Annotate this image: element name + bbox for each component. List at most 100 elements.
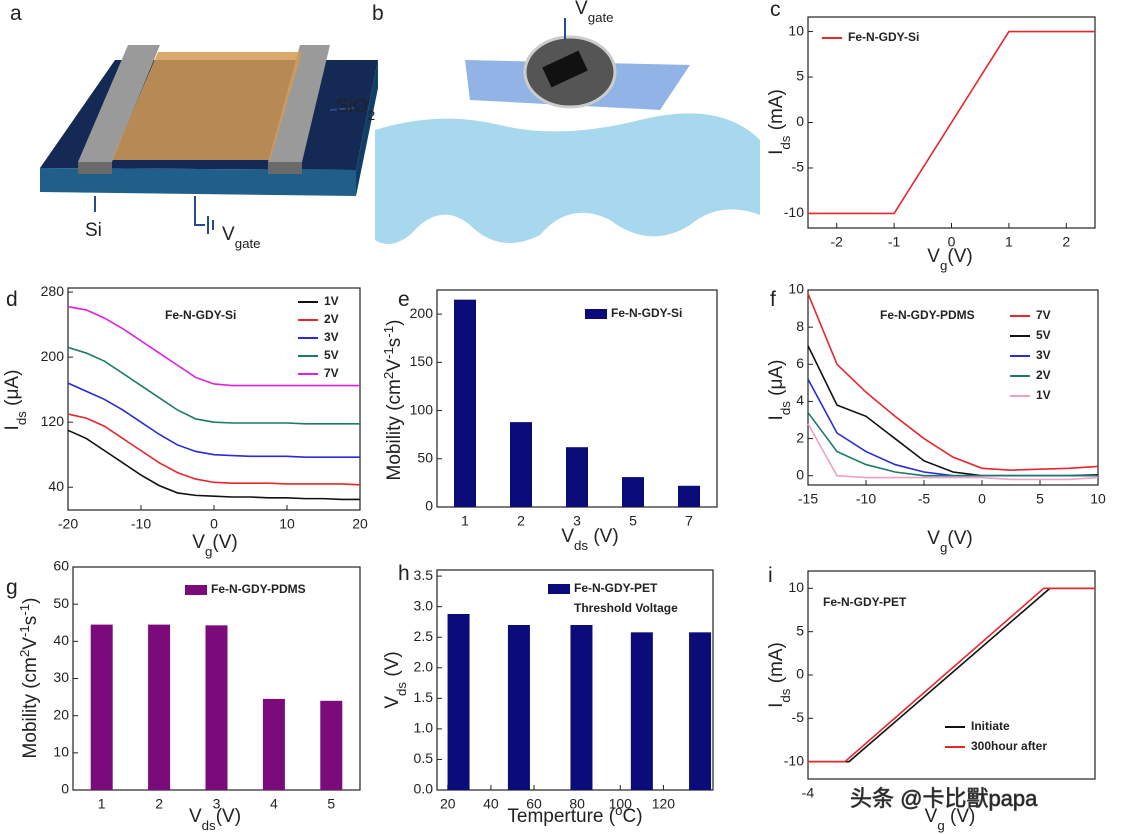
label-part: g bbox=[937, 818, 944, 833]
electrode-front bbox=[78, 162, 112, 174]
y-axis-label: Mobility (cm2V-1s-1) bbox=[381, 320, 406, 481]
x-tick-label: 10 bbox=[279, 516, 295, 532]
label-part: (V) bbox=[212, 532, 237, 553]
y-tick-label: -10 bbox=[784, 752, 804, 768]
label-part: 2 bbox=[381, 372, 396, 379]
y-tick-label: 200 bbox=[410, 305, 434, 321]
x-tick-label: 1 bbox=[461, 513, 469, 529]
series-line bbox=[807, 293, 1099, 471]
y-axis-label: Ids (mA) bbox=[766, 89, 793, 155]
legend-note: Threshold Voltage bbox=[574, 601, 678, 615]
bar bbox=[320, 700, 343, 790]
label-part: (μA) bbox=[2, 370, 23, 412]
y-tick-label: 30 bbox=[53, 669, 69, 685]
label-part: (mA) bbox=[766, 642, 787, 688]
label-part: ds bbox=[394, 682, 409, 696]
label-part: V bbox=[927, 246, 940, 267]
illustration-label: Vgate bbox=[575, 0, 614, 25]
bar bbox=[148, 624, 171, 790]
label-part: (V) bbox=[588, 526, 619, 547]
series-line bbox=[808, 587, 1095, 763]
x-tick-label: -10 bbox=[856, 491, 876, 507]
label-part: V bbox=[927, 528, 940, 549]
label-part: ) bbox=[20, 598, 41, 604]
x-axis-label: Vg(V) bbox=[192, 532, 237, 559]
y-tick-label: 4 bbox=[796, 392, 804, 408]
label-part: -1 bbox=[17, 604, 32, 616]
panel-label: b bbox=[372, 2, 384, 25]
label-part: V bbox=[189, 806, 202, 827]
chart-panel: h 0.0 0.5 1.0 1.5 2.0 2.5 3.0 3.5 20 40 60 80 100 120 T… bbox=[382, 562, 714, 827]
y-tick-label: 5 bbox=[796, 68, 804, 84]
x-axis-label: Vds(V) bbox=[189, 806, 241, 833]
label-part: (V) bbox=[216, 806, 241, 827]
label-part: gate bbox=[235, 236, 261, 251]
bar bbox=[90, 624, 113, 790]
series-line bbox=[67, 429, 360, 501]
x-axis-label: Vg (V) bbox=[925, 806, 976, 833]
label-part: gate bbox=[588, 10, 614, 25]
x-tick-label: 3 bbox=[213, 796, 221, 812]
series-line bbox=[808, 587, 1095, 763]
x-tick-label: 80 bbox=[569, 796, 585, 812]
series-line bbox=[67, 413, 361, 486]
legend-label: 300hour after bbox=[971, 739, 1047, 753]
legend-label: Fe-N-GDY-PET bbox=[574, 581, 658, 595]
panel-label: e bbox=[398, 288, 410, 311]
label-part: Si bbox=[85, 220, 102, 241]
legend-label: 1V bbox=[1036, 388, 1051, 402]
x-tick-label: 2 bbox=[517, 513, 525, 529]
x-tick-label: -15 bbox=[798, 491, 818, 507]
y-tick-label: 2.5 bbox=[414, 628, 434, 644]
legend-label: 7V bbox=[1036, 308, 1051, 322]
label-part: -1 bbox=[381, 326, 396, 338]
y-tick-label: 40 bbox=[48, 478, 64, 494]
panel-label: a bbox=[10, 2, 22, 25]
series-line bbox=[67, 382, 360, 458]
x-tick-label: 100 bbox=[609, 796, 633, 812]
label-part: -1 bbox=[381, 347, 396, 359]
y-axis-label: Mobility (cm2V-1s-1) bbox=[17, 598, 42, 759]
x-tick-label: 0 bbox=[978, 491, 986, 507]
x-tick-label: 60 bbox=[526, 796, 542, 812]
y-tick-label: 8 bbox=[796, 318, 804, 334]
y-tick-label: -5 bbox=[792, 159, 805, 175]
y-tick-label: 2 bbox=[796, 429, 804, 445]
label-part: g bbox=[940, 540, 947, 555]
bar bbox=[630, 632, 653, 790]
x-tick-label: 7 bbox=[685, 513, 693, 529]
gate-wire bbox=[194, 196, 205, 226]
bar bbox=[678, 485, 700, 507]
x-tick-label: 5 bbox=[327, 796, 335, 812]
label-part: (V) bbox=[947, 528, 972, 549]
panel-label: d bbox=[6, 288, 18, 311]
legend-label: 3V bbox=[324, 330, 339, 344]
label-part: s bbox=[20, 616, 41, 626]
chart-title: Fe-N-GDY-PET bbox=[823, 595, 907, 609]
y-tick-label: 6 bbox=[796, 355, 804, 371]
y-tick-label: 3.0 bbox=[414, 597, 434, 613]
y-tick-label: 10 bbox=[788, 579, 804, 595]
series-line bbox=[807, 378, 1098, 477]
chart-panel: f 0 2 4 6 8 10 -15 -10 -5 0 5 10 Vg(V) Ids (μA) Fe-N-GD… bbox=[766, 281, 1106, 555]
y-tick-label: 5 bbox=[796, 622, 804, 638]
label-part: V bbox=[384, 359, 405, 372]
bar bbox=[566, 447, 588, 507]
x-tick-label: -20 bbox=[58, 516, 78, 532]
y-tick-label: -5 bbox=[792, 709, 805, 725]
y-tick-label: 10 bbox=[788, 22, 804, 38]
x-tick-label: 3 bbox=[573, 513, 581, 529]
y-tick-label: 20 bbox=[53, 706, 69, 722]
label-part: (V) bbox=[382, 651, 403, 682]
y-tick-label: 50 bbox=[417, 449, 433, 465]
label-part: V bbox=[222, 224, 235, 245]
label-part: (V) bbox=[947, 246, 972, 267]
label-part: Temperture ( bbox=[507, 806, 615, 827]
bar bbox=[689, 632, 712, 790]
x-tick-label: 120 bbox=[652, 796, 676, 812]
legend-label: 1V bbox=[324, 294, 339, 308]
label-part: I bbox=[766, 703, 787, 708]
label-part: g bbox=[205, 544, 212, 559]
